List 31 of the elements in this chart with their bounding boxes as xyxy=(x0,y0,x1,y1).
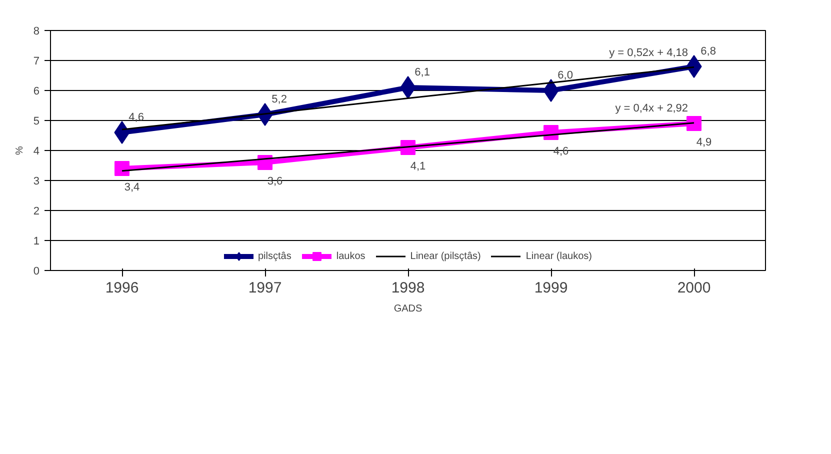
x-tick-label: 2000 xyxy=(677,280,711,296)
legend-label: Linear (pilsçtâs) xyxy=(410,250,481,262)
y-axis-title: % xyxy=(14,146,26,155)
data-label: 4,1 xyxy=(410,160,426,172)
legend-label: pilsçtâs xyxy=(258,250,292,262)
data-label: 5,2 xyxy=(272,94,287,106)
y-tick-label: 4 xyxy=(33,146,40,158)
legend-label: Linear (laukos) xyxy=(526,250,592,262)
data-label: 6,1 xyxy=(414,66,430,78)
data-label: 4,9 xyxy=(696,136,712,148)
x-tick-label: 1998 xyxy=(391,280,425,296)
y-tick-label: 8 xyxy=(33,26,40,38)
x-tick-label: 1997 xyxy=(248,280,282,296)
y-tick-label: 2 xyxy=(33,206,40,218)
y-tick-label: 5 xyxy=(33,116,40,128)
y-tick-label: 7 xyxy=(33,56,40,68)
annotation: y = 0,4x + 2,92 xyxy=(615,102,688,114)
point xyxy=(114,161,130,176)
y-tick-label: 1 xyxy=(33,236,40,248)
y-tick-label: 3 xyxy=(33,176,40,188)
x-tick-label: 1996 xyxy=(105,280,139,296)
data-label: 6,8 xyxy=(700,46,716,58)
legend-label: laukos xyxy=(336,250,366,262)
x-axis-title: GADS xyxy=(394,304,422,314)
annotation: y = 0,52x + 4,18 xyxy=(609,47,688,59)
data-label: 3,4 xyxy=(124,182,140,194)
data-label: 6,0 xyxy=(558,70,573,82)
y-tick-label: 6 xyxy=(33,86,40,98)
x-tick-label: 1999 xyxy=(534,280,568,296)
y-tick-label: 0 xyxy=(33,266,40,278)
point xyxy=(686,116,702,131)
